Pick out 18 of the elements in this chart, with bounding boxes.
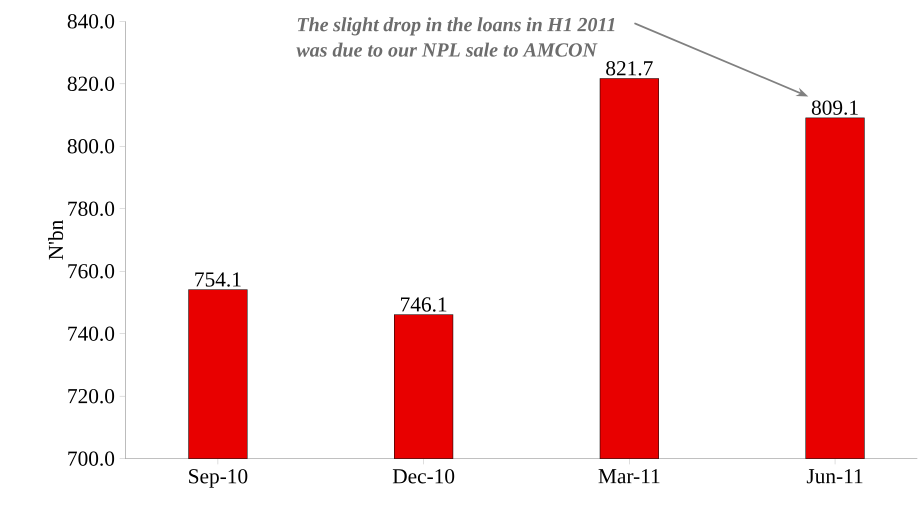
x-tick-label: Mar-11 <box>598 469 660 484</box>
data-label: 746.1 <box>401 297 446 312</box>
data-label: 809.1 <box>812 100 858 115</box>
x-tick-label: Dec-10 <box>392 469 454 484</box>
data-label: 754.1 <box>195 272 241 287</box>
y-tick-label: 780.0 <box>68 202 114 216</box>
x-tick-label: Jun-11 <box>806 469 862 484</box>
y-tick-label: 760.0 <box>68 264 114 278</box>
y-tick-label: 720.0 <box>68 388 114 404</box>
y-axis-title: N'bn <box>48 220 64 260</box>
x-tick-label: Sep-10 <box>189 469 248 488</box>
y-tick-label: 840.0 <box>68 14 114 29</box>
annotation: The slight drop in the loans in H1 2011 was due to our NPL sale to AMCON <box>296 17 614 57</box>
y-tick-label: 800.0 <box>68 139 114 154</box>
y-tick-label: 700.0 <box>68 451 114 466</box>
y-tick-label: 740.0 <box>68 326 114 341</box>
y-tick-label: 820.0 <box>68 76 114 92</box>
data-label: 821.7 <box>606 61 653 76</box>
